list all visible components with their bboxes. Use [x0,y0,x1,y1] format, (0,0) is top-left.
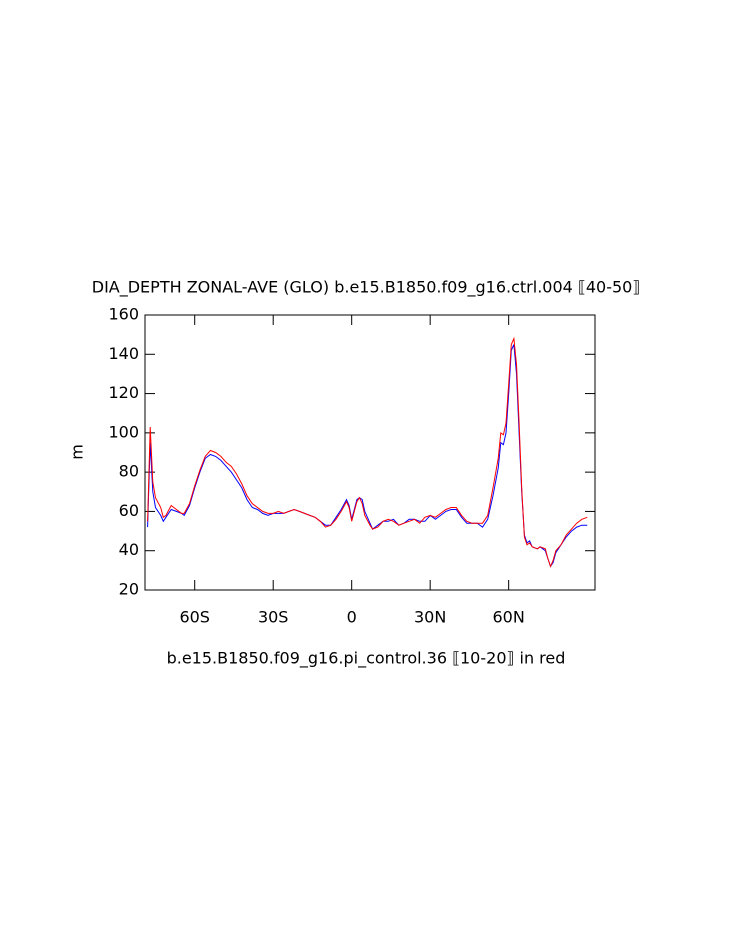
y-axis-label: m [68,444,87,460]
y-tick-label: 100 [108,422,139,441]
x-tick-label: 0 [347,608,357,627]
x-tick-label: 60S [179,608,210,627]
series-line [147,336,588,568]
y-tick-label: 120 [108,383,139,402]
y-tick-label: 140 [108,344,139,363]
y-tick-label: 20 [119,580,139,599]
x-tick-label: 60N [492,608,524,627]
x-tick-label: 30S [258,608,289,627]
y-tick-label: 80 [119,462,139,481]
chart-title: DIA_DEPTH ZONAL-AVE (GLO) b.e15.B1850.f0… [92,278,641,298]
x-tick-label: 30N [414,608,446,627]
y-tick-label: 160 [108,305,139,324]
subtitle: b.e15.B1850.f09_g16.pi_control.36 ⟦10-20… [167,649,566,669]
plot-frame [144,314,596,591]
y-tick-label: 40 [119,540,139,559]
y-tick-label: 60 [119,501,139,520]
